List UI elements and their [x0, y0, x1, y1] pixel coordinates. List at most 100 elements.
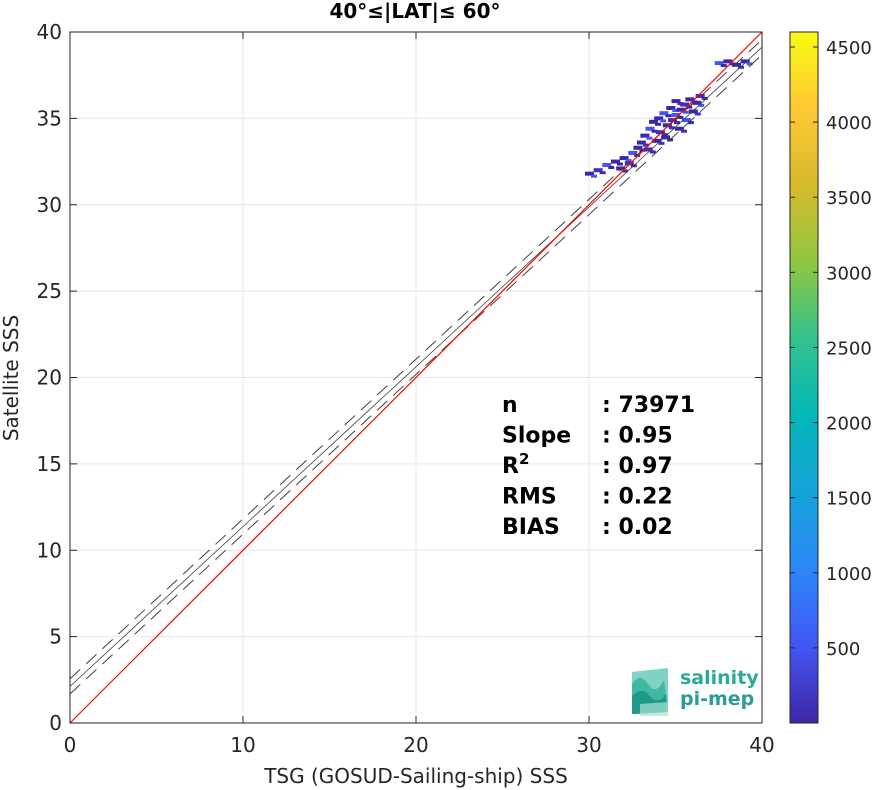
density-cell: [625, 159, 632, 163]
density-cell: [619, 156, 629, 161]
wave-logo-icon: [632, 668, 668, 716]
y-tick-label: 0: [49, 711, 62, 735]
density-cell: [698, 103, 705, 107]
colorbar-tick-label: 4500: [826, 38, 872, 59]
y-tick-label: 35: [37, 106, 62, 130]
density-cell: [655, 122, 662, 126]
density-cell: [740, 59, 750, 64]
density-cell: [723, 59, 733, 64]
density-cell: [622, 169, 629, 173]
density-cell: [680, 129, 687, 133]
statistics-box: n: 73971 Slope: 0.95 R2: 0.97 RMS: 0.22 BIAS…: [502, 393, 695, 540]
density-cell: [692, 100, 702, 105]
density-cell: [677, 115, 684, 119]
density-cell: [608, 166, 615, 170]
y-axis-label: Satellite SSS: [0, 315, 23, 441]
density-cell: [616, 166, 626, 171]
density-cell: [688, 109, 698, 114]
x-tick-label: 20: [403, 733, 428, 757]
density-cell: [672, 109, 679, 113]
density-cell: [668, 126, 675, 130]
logo-text-salinity: salinity: [680, 667, 759, 689]
density-cell: [654, 116, 664, 121]
density-cell: [671, 99, 681, 104]
density-cell: [658, 141, 665, 145]
density-cell: [746, 62, 753, 66]
stat-value: : 0.22: [602, 485, 673, 510]
density-cell: [646, 136, 653, 140]
density-cell: [593, 168, 603, 173]
stat-label: Slope: [502, 424, 571, 449]
density-cell: [645, 126, 655, 131]
colorbar-tick-label: 1500: [826, 489, 872, 510]
density-cell: [668, 118, 678, 123]
density-cell: [660, 119, 667, 123]
y-tick-label: 15: [37, 452, 62, 476]
y-tick-label: 20: [37, 366, 62, 390]
density-cell: [636, 140, 646, 145]
stat-label: n: [502, 393, 518, 418]
density-cell: [652, 138, 662, 143]
density-cell: [602, 163, 612, 168]
regression-bound-line: [69, 54, 763, 695]
density-cell: [610, 159, 620, 164]
x-tick-label: 10: [230, 733, 255, 757]
colorbar-tick-label: 3500: [826, 188, 872, 209]
density-cell: [665, 114, 672, 118]
density-cell: [651, 129, 658, 133]
stat-value: : 73971: [602, 393, 695, 418]
density-cell: [676, 107, 686, 112]
colorbar-tick-label: 3000: [826, 263, 872, 284]
density-cell: [624, 161, 634, 166]
identity-line: [69, 31, 763, 724]
y-tick-label: 10: [37, 538, 62, 562]
salinity-pi-mep-logo: salinity pi-mep: [632, 667, 759, 716]
density-cell: [674, 126, 684, 131]
reference-lines: [69, 31, 763, 724]
density-cell: [695, 93, 705, 98]
density-cell: [714, 61, 724, 66]
density-cell: [701, 96, 708, 100]
colorbar-tick-label: 2000: [826, 414, 872, 435]
stat-label: RMS: [502, 485, 557, 510]
colorbar-ticks: 500 1000 1500 2000 2500 3000 3500 4000 4500: [790, 38, 872, 660]
x-tick-label: 40: [749, 733, 774, 757]
density-cell: [643, 147, 653, 152]
stat-value: : 0.97: [602, 454, 673, 479]
y-tick-label: 25: [37, 279, 62, 303]
y-tick-label: 40: [37, 20, 62, 44]
density-cell: [649, 119, 659, 124]
density-cell: [661, 135, 671, 140]
colorbar-tick-label: 4000: [826, 113, 872, 134]
density-cell: [599, 171, 606, 175]
density-cell: [671, 112, 681, 117]
x-axis-ticks: 0 10 20 30 40: [64, 32, 775, 757]
density-cell: [732, 62, 742, 67]
colorbar-tick-label: 1000: [826, 564, 872, 585]
density-cell: [674, 121, 681, 125]
x-tick-label: 0: [64, 733, 77, 757]
y-tick-label: 30: [37, 193, 62, 217]
stat-value: : 0.02: [602, 515, 673, 540]
density-cell: [642, 143, 649, 147]
density-cell: [616, 162, 623, 166]
colorbar-tick-label: 500: [826, 639, 860, 660]
density-cell: [661, 133, 668, 137]
x-tick-label: 30: [576, 733, 601, 757]
stat-label-superscript: 2: [519, 450, 529, 468]
density-cell: [685, 97, 695, 102]
colorbar-tick-label: 2500: [826, 338, 872, 359]
density-cell: [687, 121, 694, 125]
density-cell: [720, 64, 727, 68]
density-cell: [666, 106, 676, 111]
density-cell: [662, 123, 672, 128]
density-cell: [585, 171, 594, 176]
regression-bound-line: [69, 39, 763, 680]
density-cell: [628, 150, 638, 155]
y-axis-ticks: 0 5 10 15 20 25 30 35 40: [37, 20, 762, 735]
regression-line: [69, 46, 763, 687]
colorbar: [789, 31, 819, 724]
density-cell: [655, 130, 665, 135]
density-cell: [694, 112, 701, 116]
